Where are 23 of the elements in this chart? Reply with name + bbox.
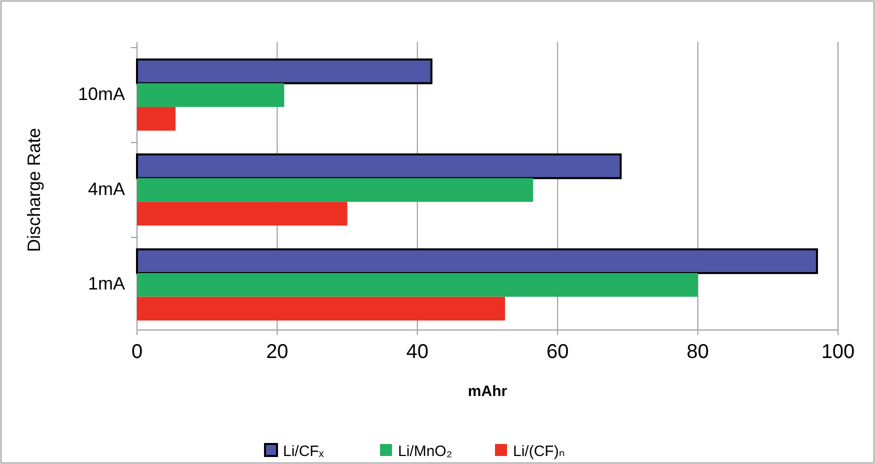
x-tick-label: 0 [131,341,143,363]
y-tick-label: 1mA [88,274,125,294]
legend-label: Li/CFₓ [283,443,324,460]
bar [136,153,622,180]
x-tick-label: 80 [686,341,709,363]
bar [136,248,818,274]
bar [136,58,432,84]
x-tick-label: 20 [266,341,288,363]
bar [137,273,698,297]
bar [137,202,348,226]
bar [137,106,176,131]
y-axis-title: Discharge Rate [24,128,44,252]
y-tick-label: 10mA [78,84,125,104]
bar [137,296,506,321]
bar [137,178,534,202]
x-tick-label: 60 [546,341,569,363]
y-tick-label: 4mA [88,178,125,199]
bar [137,83,284,107]
legend-label: Li/MnO₂ [398,443,452,460]
x-tick-label: 40 [406,341,429,363]
x-axis-title: mAhr [468,383,508,400]
x-tick-label: 100 [821,341,855,363]
legend-label: Li/(CF)ₙ [513,443,565,460]
